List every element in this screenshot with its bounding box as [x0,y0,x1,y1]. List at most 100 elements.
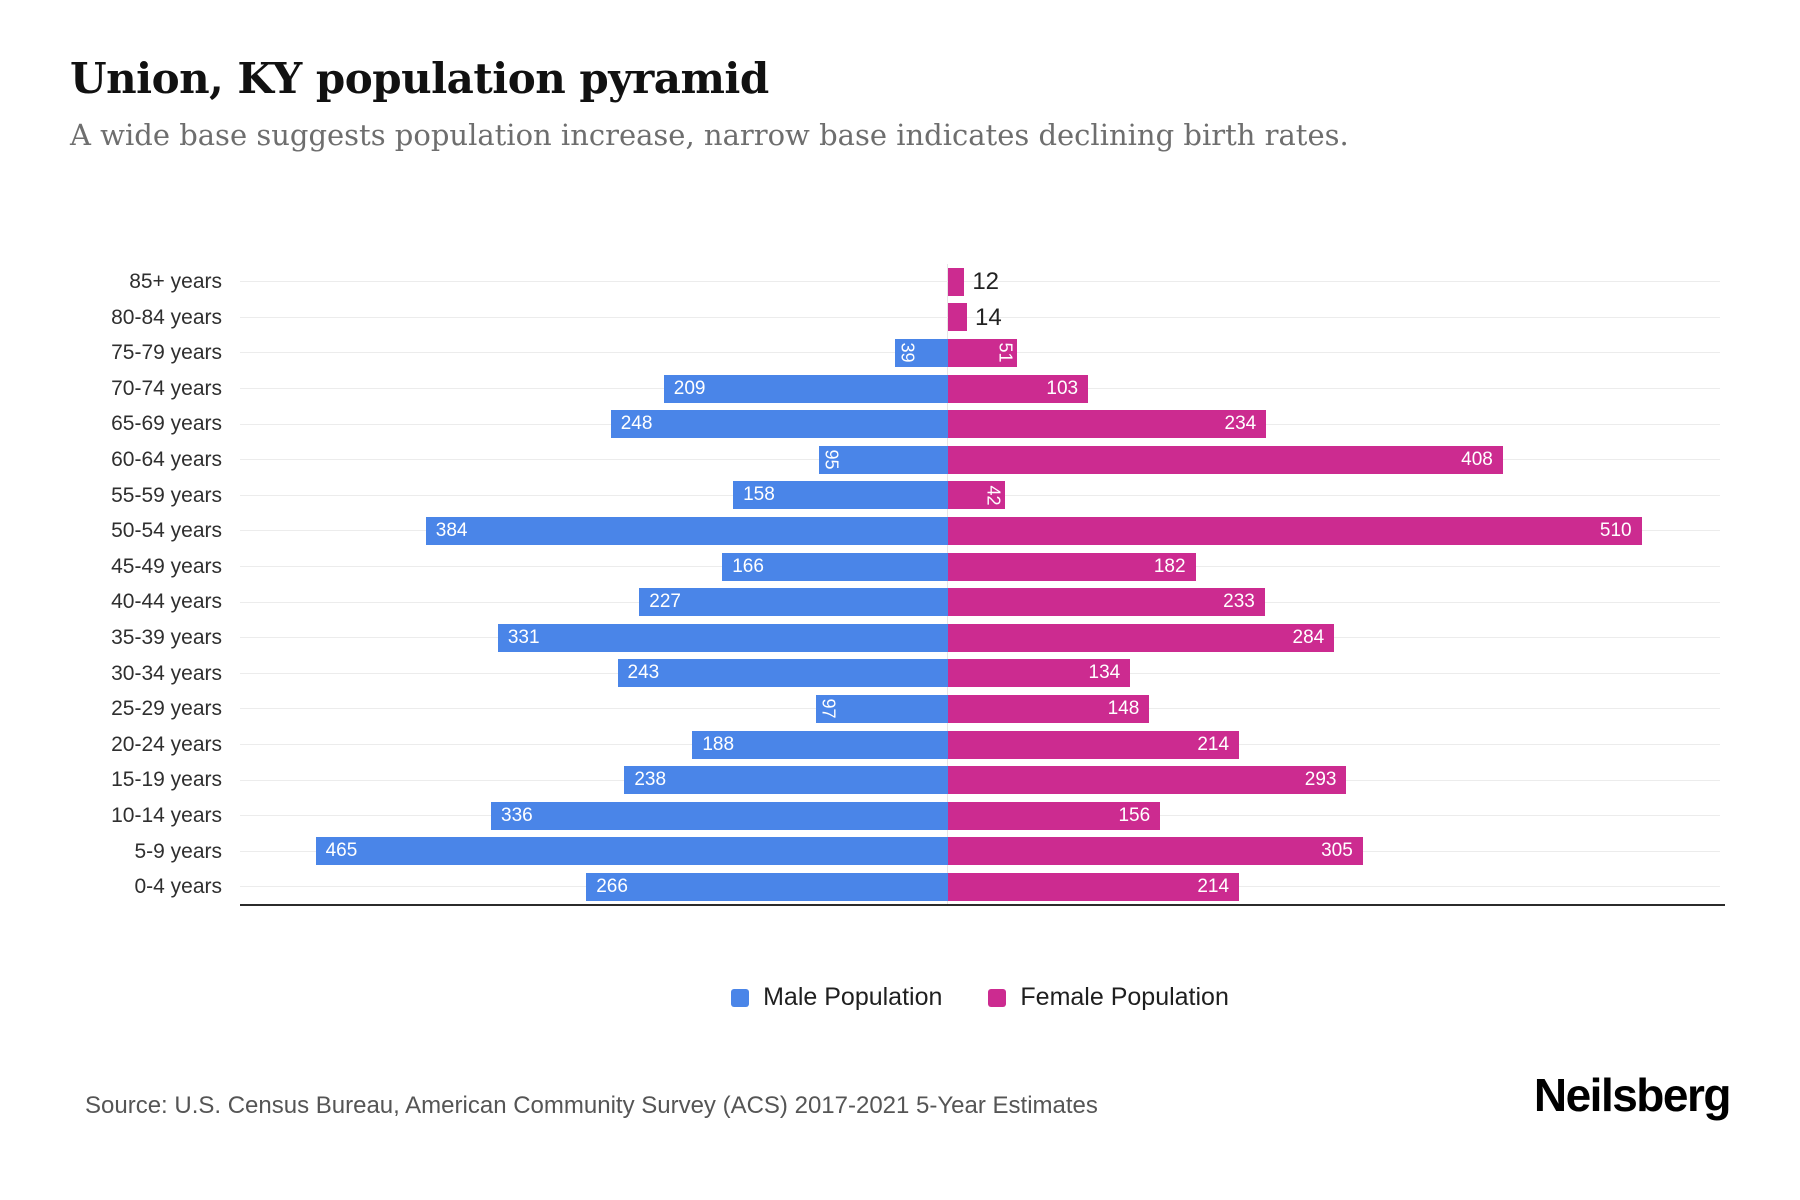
bar-value-label: 234 [1224,413,1257,435]
age-group-label: 45-49 years [111,554,222,578]
age-row: 50-54 years 384 510 [0,513,1800,549]
female-bar: 510 [948,516,1642,545]
bar-value-label: 248 [620,413,653,435]
female-bar: 182 [948,552,1196,581]
age-group-label: 5-9 years [134,839,222,863]
bar-value-label: 408 [1461,448,1493,470]
bar-value-label: 103 [1046,377,1079,399]
bar-value-label: 97 [818,698,839,719]
neilsberg-logo: Neilsberg [1533,1069,1732,1121]
age-group-label: 80-84 years [111,305,222,329]
legend-item-male[interactable]: Male Population [731,983,942,1012]
female-bar: 408 [948,445,1503,474]
male-legend-swatch-icon [731,988,750,1007]
page-title: Union, KY population pyramid [70,54,769,103]
female-legend-swatch-icon [988,988,1007,1007]
chart-rows: 85+ years 12 80-84 years 14 75-79 years 39 51 7… [0,264,1800,905]
age-row: 70-74 years 209 103 [0,371,1800,407]
male-bar: 384 [425,516,948,545]
age-row: 20-24 years 188 214 [0,727,1800,763]
bar-value-label: 305 [1321,840,1353,862]
age-group-label: 55-59 years [111,483,222,507]
male-bar: 39 [894,338,948,367]
bar-value-label: 14 [975,303,1002,331]
bar-value-label: 336 [501,804,533,826]
age-group-label: 65-69 years [111,412,222,436]
age-group-label: 75-79 years [111,341,222,365]
bar-value-label: 148 [1107,697,1140,719]
gridline [240,316,1720,318]
bar-value-label: 510 [1599,519,1632,541]
bar-value-label: 214 [1197,875,1230,897]
age-row: 40-44 years 227 233 [0,584,1800,620]
bar-value-label: 214 [1197,733,1230,755]
bar-value-label: 134 [1088,662,1121,684]
bar-value-label: 12 [972,268,1000,295]
age-group-label: 10-14 years [111,803,222,827]
age-group-label: 70-74 years [111,376,222,400]
age-group-label: 20-24 years [111,732,222,756]
age-row: 80-84 years 14 [0,300,1800,336]
bar-value-label: 209 [673,377,706,399]
age-row: 5-9 years 465 305 [0,834,1800,870]
bar-value-label: 233 [1223,591,1255,613]
age-group-label: 85+ years [129,270,222,293]
male-bar: 331 [497,623,948,652]
bar-value-label: 156 [1118,804,1151,826]
male-bar: 188 [692,730,948,759]
male-bar: 248 [610,410,948,439]
age-row: 35-39 years 331 284 [0,620,1800,656]
female-bar: 293 [948,766,1347,795]
male-bar: 238 [624,766,948,795]
bar-value-label: 331 [507,626,540,648]
bar-value-label: 293 [1304,769,1337,791]
age-row: 60-64 years 95 408 [0,442,1800,478]
male-bar: 209 [663,374,948,403]
female-bar: 42 [948,481,1006,510]
legend-label-male: Male Population [763,983,943,1011]
female-bar: 134 [948,659,1131,688]
age-row: 15-19 years 238 293 [0,762,1800,798]
bar-value-label: 42 [983,485,1004,506]
source-attribution: Source: U.S. Census Bureau, American Com… [85,1092,1098,1119]
female-bar [948,303,968,332]
male-bar: 97 [816,694,948,723]
male-bar: 266 [586,872,948,901]
age-group-label: 40-44 years [111,590,222,614]
bar-value-label: 188 [702,733,735,755]
female-bar: 214 [948,872,1240,901]
female-bar: 103 [948,374,1089,403]
bar-value-label: 158 [743,484,775,506]
female-bar: 284 [948,623,1335,652]
male-bar: 158 [733,481,948,510]
age-group-label: 35-39 years [111,625,222,649]
bar-value-label: 39 [897,342,918,363]
age-group-label: 50-54 years [111,519,222,543]
age-row: 25-29 years 97 148 [0,691,1800,727]
female-bar: 305 [948,837,1363,866]
gridline [240,281,1720,283]
male-bar: 465 [315,837,948,866]
male-bar: 243 [617,659,948,688]
legend-item-female[interactable]: Female Population [988,983,1229,1012]
age-row: 30-34 years 243 134 [0,656,1800,692]
chart-subtitle: A wide base suggests population increase… [70,118,1349,152]
bar-value-label: 238 [634,769,667,791]
x-axis-line [240,904,1725,906]
bar-value-label: 95 [821,449,842,470]
age-group-label: 15-19 years [111,768,222,792]
female-bar: 233 [948,588,1265,617]
female-bar: 234 [948,410,1267,439]
legend-label-female: Female Population [1020,983,1229,1011]
male-bar: 166 [722,552,948,581]
female-bar: 148 [948,694,1150,723]
age-row: 0-4 years 266 214 [0,869,1800,905]
age-row: 10-14 years 336 156 [0,798,1800,834]
female-bar: 156 [948,801,1161,830]
bar-value-label: 384 [435,519,468,541]
bar-value-label: 227 [649,591,681,613]
age-group-label: 60-64 years [111,447,222,471]
bar-value-label: 266 [596,875,628,897]
age-row: 75-79 years 39 51 [0,335,1800,371]
age-row: 55-59 years 158 42 [0,478,1800,514]
